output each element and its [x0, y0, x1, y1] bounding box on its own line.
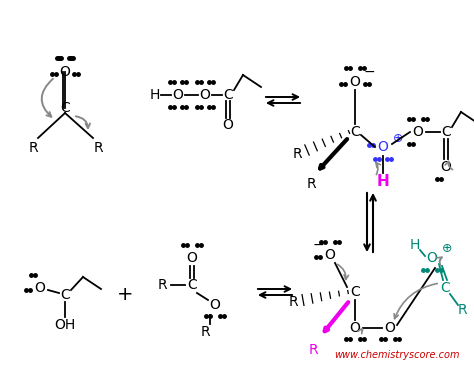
Text: O: O	[378, 140, 388, 154]
Text: O: O	[427, 251, 438, 265]
Text: R: R	[200, 325, 210, 339]
FancyArrowPatch shape	[437, 257, 442, 266]
Text: R: R	[288, 295, 298, 309]
Text: +: +	[117, 286, 133, 305]
Text: O: O	[325, 248, 336, 262]
Text: R: R	[457, 303, 467, 317]
FancyArrowPatch shape	[42, 79, 53, 117]
Text: ⊕: ⊕	[393, 132, 403, 145]
Text: O: O	[384, 321, 395, 335]
Text: O: O	[60, 65, 71, 79]
Text: O: O	[223, 118, 233, 132]
Text: O: O	[349, 75, 360, 89]
Text: R: R	[292, 147, 302, 161]
FancyArrowPatch shape	[445, 161, 453, 170]
Text: O: O	[349, 321, 360, 335]
Text: R: R	[308, 343, 318, 357]
FancyArrowPatch shape	[376, 163, 381, 175]
Text: C: C	[60, 288, 70, 302]
Text: R: R	[93, 141, 103, 155]
FancyArrowPatch shape	[337, 264, 348, 279]
Text: O: O	[200, 88, 210, 102]
Text: O: O	[187, 251, 198, 265]
FancyArrowPatch shape	[76, 116, 90, 128]
Text: O: O	[210, 298, 220, 312]
Text: C: C	[441, 125, 451, 139]
Text: C: C	[350, 125, 360, 139]
Text: −: −	[312, 238, 324, 252]
Text: R: R	[157, 278, 167, 292]
Text: ⊕: ⊕	[442, 241, 452, 254]
Text: C: C	[60, 101, 70, 115]
Text: H: H	[410, 238, 420, 252]
Text: C: C	[440, 281, 450, 295]
Text: OH: OH	[55, 318, 76, 332]
Text: C: C	[223, 88, 233, 102]
FancyArrowPatch shape	[358, 328, 363, 334]
Text: R: R	[28, 141, 38, 155]
Text: H: H	[150, 88, 160, 102]
Text: H: H	[377, 174, 389, 189]
Text: C: C	[187, 278, 197, 292]
Text: O: O	[440, 160, 451, 174]
Text: O: O	[35, 281, 46, 295]
Text: www.chemistryscore.com: www.chemistryscore.com	[335, 350, 460, 360]
Text: O: O	[173, 88, 183, 102]
Text: O: O	[412, 125, 423, 139]
FancyArrowPatch shape	[394, 283, 438, 319]
Text: −: −	[363, 65, 375, 79]
Text: C: C	[350, 285, 360, 299]
Text: R: R	[306, 177, 316, 191]
